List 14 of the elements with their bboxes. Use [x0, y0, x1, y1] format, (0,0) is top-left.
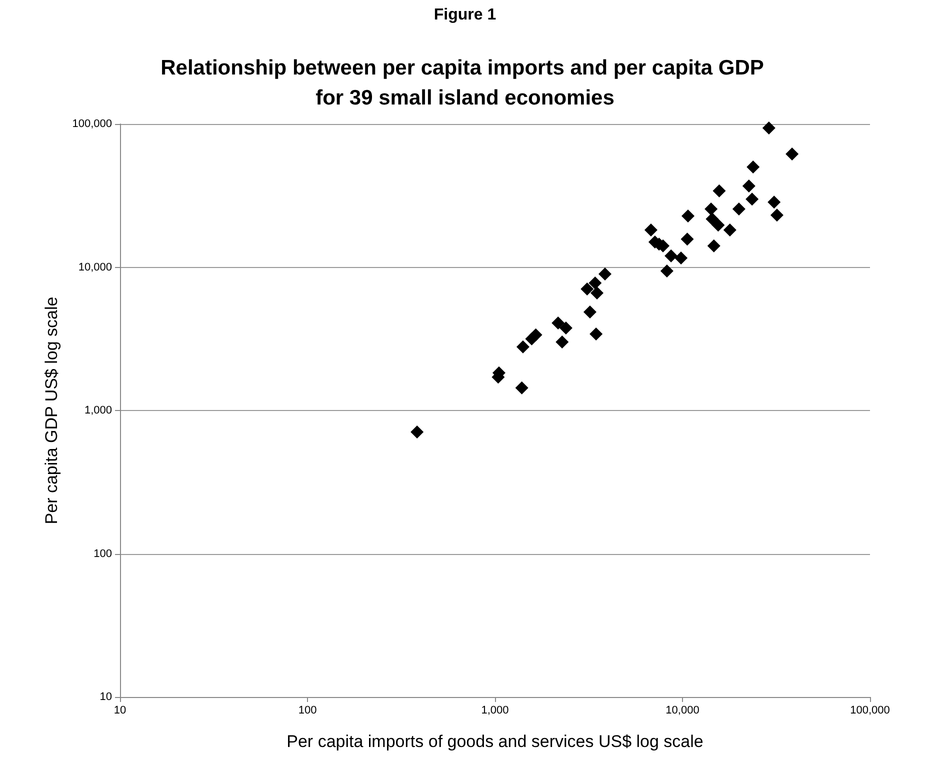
x-tick-label: 100 — [298, 704, 317, 716]
x-tick-label: 10,000 — [666, 704, 700, 716]
x-axis-title: Per capita imports of goods and services US$ log scale — [286, 732, 704, 751]
y-tick-label: 100,000 — [72, 118, 112, 130]
x-tick-label: 1,000 — [481, 704, 509, 716]
chart-title: Relationship between per capita imports and per capita GDP for 39 small island economies — [160, 56, 770, 110]
caption: Figure 1 — [434, 6, 496, 24]
x-tick-label: 10 — [114, 704, 126, 716]
y-axis-title: Per capita GDP US$ log scale — [42, 296, 61, 524]
y-tick-label: 10,000 — [78, 261, 112, 274]
y-tick-label: 100 — [94, 548, 112, 560]
y-tick-label: 10 — [100, 691, 112, 703]
x-tick-label: 100,000 — [850, 704, 890, 716]
y-tick-label: 1,000 — [84, 404, 112, 416]
